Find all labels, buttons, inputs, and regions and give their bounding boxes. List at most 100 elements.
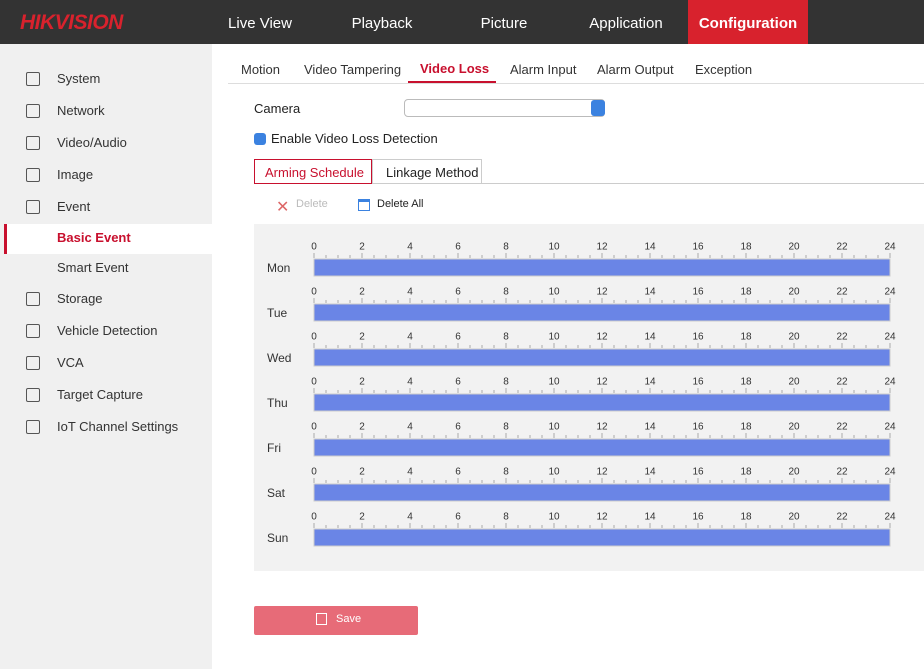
tab[interactable]: Exception xyxy=(695,62,752,77)
hour-label: 10 xyxy=(548,467,560,478)
tab[interactable]: Alarm Output xyxy=(597,62,674,77)
hour-label: 12 xyxy=(596,467,608,478)
schedule-segment xyxy=(314,304,890,321)
hour-label: 6 xyxy=(455,287,461,298)
hour-label: 0 xyxy=(311,377,317,388)
hour-label: 22 xyxy=(836,467,848,478)
hour-label: 0 xyxy=(311,422,317,433)
delete-all-icon xyxy=(358,199,370,211)
tab[interactable]: Alarm Input xyxy=(510,62,576,77)
hour-label: 24 xyxy=(884,467,896,478)
hour-label: 6 xyxy=(455,467,461,478)
menu-item[interactable]: IoT Channel Settings xyxy=(57,419,178,434)
hour-label: 6 xyxy=(455,377,461,388)
hour-label: 24 xyxy=(884,287,896,298)
delete-button[interactable]: Delete xyxy=(296,198,328,210)
hour-label: 24 xyxy=(884,422,896,433)
hour-label: 6 xyxy=(455,242,461,253)
menu-icon xyxy=(26,324,40,338)
nav-item[interactable]: Playback xyxy=(322,0,442,44)
delete-all-button[interactable]: Delete All xyxy=(377,198,423,210)
menu-item[interactable]: Vehicle Detection xyxy=(57,323,157,338)
hour-label: 4 xyxy=(407,512,413,523)
hour-label: 18 xyxy=(740,512,752,523)
hour-label: 18 xyxy=(740,287,752,298)
day-label: Sun xyxy=(267,531,288,545)
hour-label: 12 xyxy=(596,422,608,433)
day-label: Fri xyxy=(267,441,281,455)
hour-label: 4 xyxy=(407,467,413,478)
hour-label: 8 xyxy=(503,512,509,523)
hour-label: 18 xyxy=(740,467,752,478)
schedule-segment xyxy=(314,439,890,456)
menu-icon xyxy=(26,136,40,150)
hour-label: 16 xyxy=(692,422,704,433)
hour-label: 16 xyxy=(692,287,704,298)
hour-label: 2 xyxy=(359,422,365,433)
nav-item[interactable]: Picture xyxy=(444,0,564,44)
menu-item[interactable]: Storage xyxy=(57,291,103,306)
hour-label: 12 xyxy=(596,332,608,343)
tab[interactable]: Motion xyxy=(241,62,280,77)
hour-label: 14 xyxy=(644,287,656,298)
hour-label: 20 xyxy=(788,467,800,478)
checkbox[interactable] xyxy=(254,133,266,145)
hour-label: 12 xyxy=(596,287,608,298)
day-label: Mon xyxy=(267,261,290,275)
hour-label: 14 xyxy=(644,332,656,343)
subtab[interactable]: Linkage Method xyxy=(372,159,482,184)
hour-label: 2 xyxy=(359,512,365,523)
menu-icon xyxy=(26,72,40,86)
hour-label: 8 xyxy=(503,422,509,433)
hour-label: 16 xyxy=(692,332,704,343)
camera-select[interactable] xyxy=(404,99,605,117)
hour-label: 18 xyxy=(740,242,752,253)
logo: HIKVISION xyxy=(20,11,123,35)
menu-item[interactable]: Network xyxy=(57,103,105,118)
hour-label: 20 xyxy=(788,287,800,298)
hour-label: 4 xyxy=(407,287,413,298)
day-label: Sat xyxy=(267,486,286,500)
tab[interactable]: Video Loss xyxy=(420,61,489,76)
hour-label: 8 xyxy=(503,332,509,343)
nav-item[interactable]: Configuration xyxy=(688,0,808,44)
hour-label: 0 xyxy=(311,512,317,523)
menu-item[interactable]: Image xyxy=(57,167,93,182)
menu-icon xyxy=(26,388,40,402)
hour-label: 10 xyxy=(548,512,560,523)
day-label: Wed xyxy=(267,351,291,365)
menu-item[interactable]: Event xyxy=(57,199,90,214)
menu-icon xyxy=(26,292,40,306)
delete-icon: ✕ xyxy=(276,197,289,217)
menu-item[interactable]: Target Capture xyxy=(57,387,143,402)
hour-label: 24 xyxy=(884,332,896,343)
hour-label: 20 xyxy=(788,377,800,388)
hour-label: 24 xyxy=(884,512,896,523)
hour-label: 10 xyxy=(548,422,560,433)
day-label: Tue xyxy=(267,306,288,320)
menu-item[interactable]: Video/Audio xyxy=(57,135,127,150)
hour-label: 24 xyxy=(884,242,896,253)
schedule-segment xyxy=(314,394,890,411)
hour-label: 22 xyxy=(836,377,848,388)
hour-label: 0 xyxy=(311,332,317,343)
hour-label: 14 xyxy=(644,242,656,253)
save-button[interactable]: Save xyxy=(336,613,361,625)
submenu-item[interactable]: Smart Event xyxy=(57,260,129,275)
nav-item[interactable]: Application xyxy=(566,0,686,44)
hour-label: 8 xyxy=(503,467,509,478)
hour-label: 0 xyxy=(311,242,317,253)
hour-label: 16 xyxy=(692,377,704,388)
submenu-item[interactable]: Basic Event xyxy=(57,230,131,245)
subtab-active[interactable]: Arming Schedule xyxy=(254,159,372,184)
hour-label: 2 xyxy=(359,242,365,253)
tab[interactable]: Video Tampering xyxy=(304,62,401,77)
hour-label: 10 xyxy=(548,242,560,253)
hour-label: 0 xyxy=(311,467,317,478)
select-arrow[interactable] xyxy=(591,100,605,116)
menu-item[interactable]: VCA xyxy=(57,355,84,370)
hour-label: 2 xyxy=(359,332,365,343)
nav-item[interactable]: Live View xyxy=(200,0,320,44)
hour-label: 16 xyxy=(692,467,704,478)
menu-item[interactable]: System xyxy=(57,71,100,86)
